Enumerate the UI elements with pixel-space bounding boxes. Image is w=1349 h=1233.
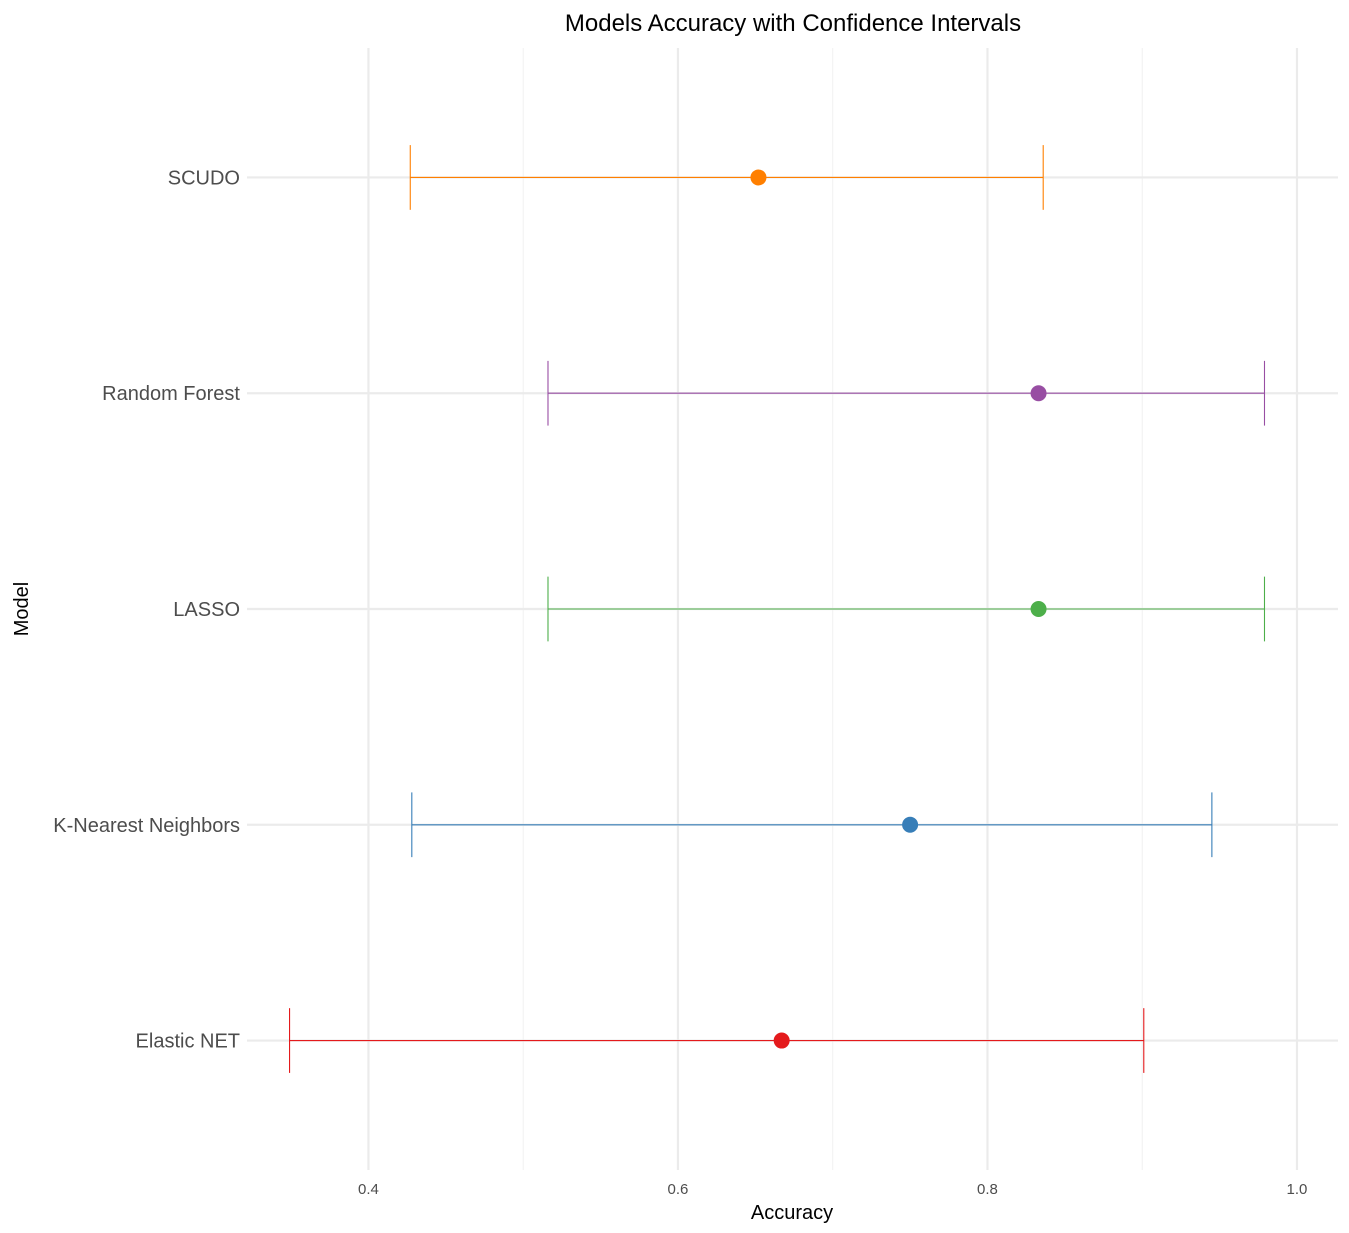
x-tick-label: 1.0 [1287, 1181, 1308, 1198]
x-tick-label: 0.4 [358, 1181, 379, 1198]
ticks-layer: 0.4 0.6 0.8 1.0 Elastic NET K-Nearest Neighbo… [53, 167, 1307, 1198]
x-tick-label: 0.6 [668, 1181, 689, 1198]
chart-title: Models Accuracy with Confidence Interval… [565, 10, 1021, 37]
accuracy-point [902, 816, 919, 833]
y-axis-title: Model [11, 582, 33, 636]
accuracy-point [1030, 385, 1047, 402]
accuracy-point [1030, 601, 1047, 617]
y-tick-label: Random Forest [102, 383, 240, 405]
accuracy-point [750, 169, 767, 186]
y-tick-label: LASSO [173, 599, 240, 621]
accuracy-point [773, 1032, 790, 1049]
y-tick-label: Elastic NET [136, 1031, 240, 1053]
y-tick-label: K-Nearest Neighbors [53, 815, 240, 837]
x-axis-title: Accuracy [751, 1202, 833, 1224]
series-layer [289, 145, 1266, 1073]
y-tick-label: SCUDO [168, 167, 240, 189]
x-tick-label: 0.8 [977, 1181, 998, 1198]
